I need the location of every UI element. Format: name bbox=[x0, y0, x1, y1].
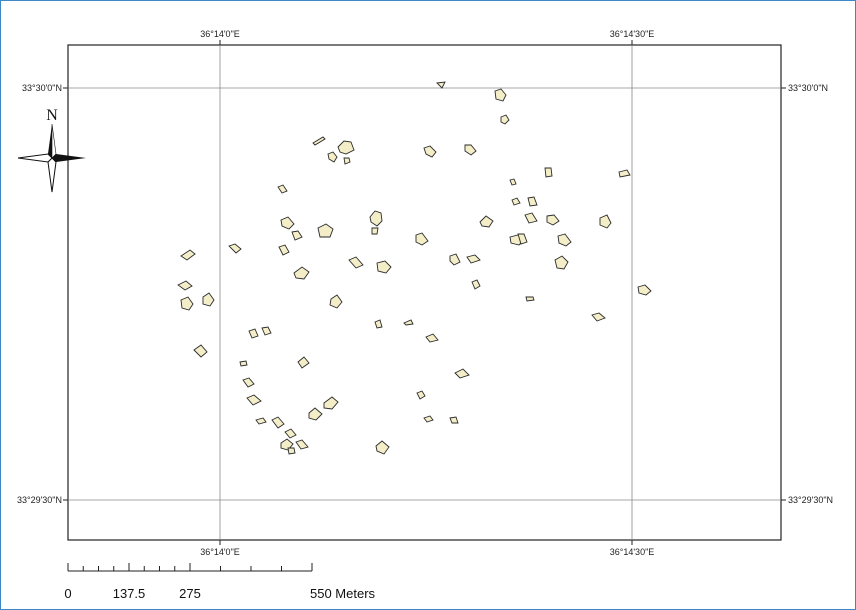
feature-patch bbox=[277, 184, 288, 194]
feature-patch bbox=[293, 266, 310, 280]
feature-patch bbox=[239, 360, 248, 367]
feature-patch bbox=[449, 253, 461, 266]
scale-label: 550 Meters bbox=[310, 586, 376, 601]
feature-patch bbox=[297, 356, 310, 369]
scale-label: 275 bbox=[179, 586, 201, 601]
feature-patch bbox=[369, 210, 383, 227]
feature-patch bbox=[280, 438, 294, 451]
scale-labels: 0 137.5 275 550 Meters bbox=[64, 586, 375, 601]
coord-bottom-2: 36°14'30"E bbox=[610, 547, 655, 557]
feature-patch bbox=[327, 151, 338, 163]
feature-patch bbox=[202, 292, 215, 307]
feature-patch bbox=[284, 428, 297, 439]
feature-patch bbox=[479, 215, 494, 228]
feature-patch bbox=[509, 178, 517, 186]
feature-patch bbox=[323, 396, 339, 410]
feature-patch bbox=[525, 296, 535, 302]
feature-patch bbox=[337, 140, 355, 155]
feature-patch bbox=[317, 223, 334, 238]
feature-patch bbox=[454, 368, 470, 379]
feature-patch bbox=[246, 394, 262, 406]
feature-patch bbox=[329, 294, 343, 309]
feature-patch bbox=[591, 312, 606, 322]
feature-patch bbox=[423, 145, 437, 158]
feature-patch bbox=[295, 439, 309, 450]
scale-label: 137.5 bbox=[113, 586, 146, 601]
feature-patch bbox=[180, 296, 194, 311]
feature-patches bbox=[177, 81, 652, 455]
coord-left-2: 33°29'30"N bbox=[17, 495, 62, 505]
feature-patch bbox=[403, 319, 414, 326]
feature-patch bbox=[291, 230, 303, 241]
feature-patch bbox=[280, 216, 295, 230]
feature-patch bbox=[371, 227, 379, 235]
feature-patch bbox=[494, 88, 507, 102]
map-frame bbox=[67, 44, 782, 541]
coord-top-1: 36°14'0"E bbox=[200, 29, 240, 39]
graticule bbox=[68, 45, 781, 540]
feature-patch bbox=[466, 254, 481, 264]
feature-patch bbox=[449, 416, 459, 424]
feature-patch bbox=[471, 279, 481, 290]
feature-patch bbox=[637, 284, 652, 296]
feature-patch bbox=[554, 255, 569, 270]
feature-patch bbox=[271, 416, 285, 429]
feature-patch bbox=[464, 144, 477, 156]
feature-patch bbox=[193, 344, 208, 358]
feature-patch bbox=[375, 440, 390, 455]
feature-patch bbox=[180, 249, 196, 261]
coord-right-1: 33°30'0"N bbox=[788, 83, 828, 93]
north-label: N bbox=[46, 107, 58, 124]
feature-patch bbox=[544, 167, 553, 178]
feature-patch bbox=[524, 212, 538, 224]
coord-top-2: 36°14'30"E bbox=[610, 29, 655, 39]
scale-ticks bbox=[67, 563, 313, 571]
north-arrow-icon: N bbox=[17, 107, 86, 193]
scale-label: 0 bbox=[64, 586, 71, 601]
frame-ticks bbox=[63, 40, 786, 545]
feature-patch bbox=[348, 256, 364, 269]
coord-right-2: 33°29'30"N bbox=[788, 495, 833, 505]
feature-patch bbox=[557, 233, 572, 247]
feature-patch bbox=[308, 407, 323, 421]
scale-bar: 0 137.5 275 550 Meters bbox=[64, 563, 376, 601]
feature-patch bbox=[261, 326, 272, 336]
feature-patch bbox=[511, 197, 521, 206]
feature-patch bbox=[618, 169, 631, 178]
feature-patch bbox=[376, 260, 392, 274]
feature-patch bbox=[415, 232, 429, 246]
feature-patch bbox=[228, 243, 242, 254]
feature-patch bbox=[599, 214, 612, 229]
feature-patch bbox=[248, 328, 259, 339]
coord-bottom-1: 36°14'0"E bbox=[200, 547, 240, 557]
feature-patch bbox=[436, 81, 446, 89]
feature-patch bbox=[374, 319, 383, 329]
feature-patch bbox=[425, 333, 439, 343]
coord-left-1: 33°30'0"N bbox=[22, 83, 62, 93]
feature-patch bbox=[416, 390, 426, 400]
feature-patch bbox=[312, 136, 326, 146]
feature-patch bbox=[287, 447, 296, 455]
feature-patch bbox=[500, 114, 510, 125]
feature-patch bbox=[177, 280, 193, 291]
feature-patch bbox=[255, 417, 267, 425]
feature-patch bbox=[242, 377, 255, 388]
feature-patch bbox=[278, 244, 290, 256]
feature-patch bbox=[546, 214, 560, 226]
feature-patch bbox=[517, 233, 528, 245]
feature-patch bbox=[527, 196, 538, 207]
feature-patch bbox=[423, 415, 434, 423]
feature-patch bbox=[343, 157, 351, 165]
